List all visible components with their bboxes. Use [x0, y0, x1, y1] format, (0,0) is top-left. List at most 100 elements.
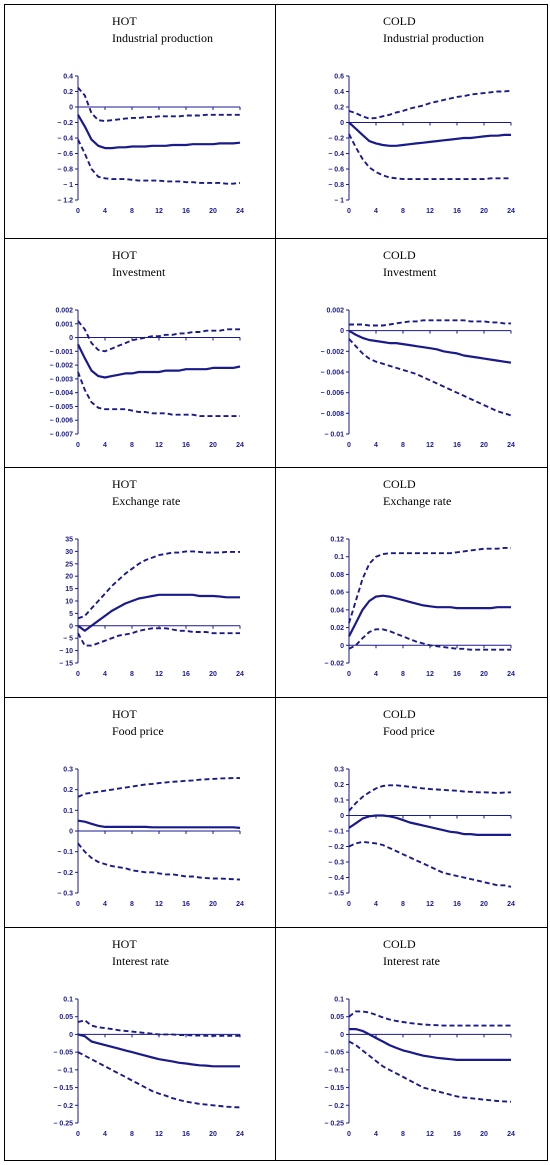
x-tick-label: 20	[480, 208, 488, 215]
x-tick-label: 8	[401, 208, 405, 215]
y-tick-label: − 0.1	[328, 829, 344, 836]
chart-panel-2: HOT Investment − 0.007 − 0.006 − 0.005 − 0.00…	[49, 248, 244, 449]
x-tick-label: 12	[426, 442, 434, 449]
x-tick-label: 0	[347, 901, 351, 908]
series-line-band-2	[348, 628, 511, 651]
x-tick-label: 16	[453, 901, 461, 908]
y-tick-label: − 0.02	[324, 661, 344, 668]
y-tick-label: − 1	[63, 182, 73, 189]
y-tick-label: 0.3	[63, 767, 73, 774]
series-line-band-1	[77, 1019, 240, 1037]
y-tick-label: 0.1	[334, 798, 344, 805]
y-tick-label: 0.02	[330, 625, 344, 632]
series-line-response	[77, 114, 241, 150]
y-tick-label: − 0.2	[328, 136, 344, 143]
x-tick-label: 24	[507, 442, 515, 449]
x-tick-label: 20	[209, 1131, 217, 1138]
y-tick-label: − 0.1	[328, 1067, 344, 1074]
y-tick-label: − 0.05	[324, 1050, 344, 1057]
series-line-band-1	[77, 550, 240, 620]
x-tick-label: 16	[182, 442, 190, 449]
chart-title: COLD	[383, 707, 416, 721]
x-tick-label: 0	[347, 442, 351, 449]
x-tick-label: 4	[103, 671, 107, 678]
chart-title: HOT	[112, 248, 137, 262]
y-tick-label: 0	[340, 1032, 344, 1039]
y-tick-label: − 0.004	[49, 390, 73, 397]
chart-panel-3: COLD Investment − 0.01 − 0.008 − 0.006 − 0.00…	[320, 248, 515, 449]
series-line-response	[348, 329, 512, 364]
x-tick-label: 20	[209, 208, 217, 215]
y-tick-label: 0.002	[55, 308, 73, 315]
series-line-band-1	[348, 784, 512, 812]
y-tick-label: 0.1	[334, 997, 344, 1004]
chart-subtitle: Interest rate	[383, 954, 440, 968]
y-tick-label: − 0.003	[49, 376, 73, 383]
y-tick-label: − 10	[59, 648, 73, 655]
y-tick-label: 0.6	[334, 74, 344, 81]
x-tick-label: 24	[236, 1131, 244, 1138]
x-tick-label: 8	[130, 1131, 134, 1138]
x-tick-label: 12	[426, 1131, 434, 1138]
x-tick-label: 16	[182, 208, 190, 215]
series-line-band-2	[348, 840, 512, 888]
series-line-band-2	[77, 371, 240, 418]
x-tick-label: 12	[155, 208, 163, 215]
chart-subtitle: Food price	[112, 724, 164, 738]
y-tick-label: 0.1	[334, 554, 344, 561]
y-tick-label: − 0.2	[328, 1103, 344, 1110]
series-line-band-1	[348, 546, 511, 624]
x-tick-label: 12	[426, 671, 434, 678]
chart-panel-6: HOT Food price − 0.3 − 0.2 − 0.1 0 0.1 0.2 0.3 0 4…	[57, 707, 244, 908]
y-tick-label: 0.1	[63, 808, 73, 815]
series-line-band-1	[77, 320, 240, 353]
x-tick-label: 12	[426, 208, 434, 215]
x-tick-label: 24	[507, 901, 515, 908]
y-tick-label: − 0.8	[328, 182, 344, 189]
y-tick-label: − 0.2	[328, 844, 344, 851]
y-tick-label: 0.1	[63, 997, 73, 1004]
y-tick-label: 0.3	[334, 767, 344, 774]
chart-title: HOT	[112, 14, 137, 28]
y-tick-label: − 0.6	[57, 151, 73, 158]
y-tick-label: − 0.004	[320, 370, 344, 377]
x-tick-label: 4	[374, 1131, 378, 1138]
chart-panel-9: COLD Interest rate − 0.25 − 0.2 − 0.15 − 0.1 −…	[324, 937, 515, 1138]
x-tick-label: 4	[374, 442, 378, 449]
y-tick-label: − 0.05	[53, 1050, 73, 1057]
x-tick-label: 4	[103, 1131, 107, 1138]
y-tick-label: − 0.15	[324, 1085, 344, 1092]
series-line-band-1	[348, 89, 512, 120]
panel-divider-row-3	[4, 697, 548, 698]
series-line-response	[77, 593, 240, 632]
x-tick-label: 0	[347, 671, 351, 678]
series-line-response	[349, 1027, 511, 1062]
panel-divider-vertical	[275, 4, 276, 1161]
y-tick-label: 0.002	[326, 308, 344, 315]
x-tick-label: 8	[401, 1131, 405, 1138]
series-line-band-2	[348, 133, 511, 181]
chart-subtitle: Investment	[112, 265, 166, 279]
series-line-response	[77, 343, 241, 379]
chart-title: COLD	[383, 937, 416, 951]
y-tick-label: 0.05	[59, 1014, 73, 1021]
panel-divider-row-4	[4, 927, 548, 928]
y-tick-label: − 5	[63, 636, 73, 643]
y-tick-label: − 15	[59, 661, 73, 668]
y-tick-label: 20	[65, 574, 73, 581]
x-tick-label: 8	[401, 901, 405, 908]
x-tick-label: 16	[182, 671, 190, 678]
y-tick-label: − 0.4	[57, 136, 73, 143]
panel-divider-row-2	[4, 467, 548, 468]
y-tick-label: − 0.3	[57, 891, 73, 898]
y-tick-label: − 0.002	[320, 349, 344, 356]
y-tick-label: 0	[340, 643, 344, 650]
series-line-response	[348, 814, 511, 837]
y-tick-label: − 0.25	[324, 1121, 344, 1128]
x-tick-label: 8	[401, 671, 405, 678]
x-tick-label: 4	[103, 208, 107, 215]
chart-panel-1: COLD Industrial production − 1 − 0.8 − 0.6 − …	[328, 14, 515, 215]
x-tick-label: 12	[155, 442, 163, 449]
series-line-response	[77, 819, 241, 829]
